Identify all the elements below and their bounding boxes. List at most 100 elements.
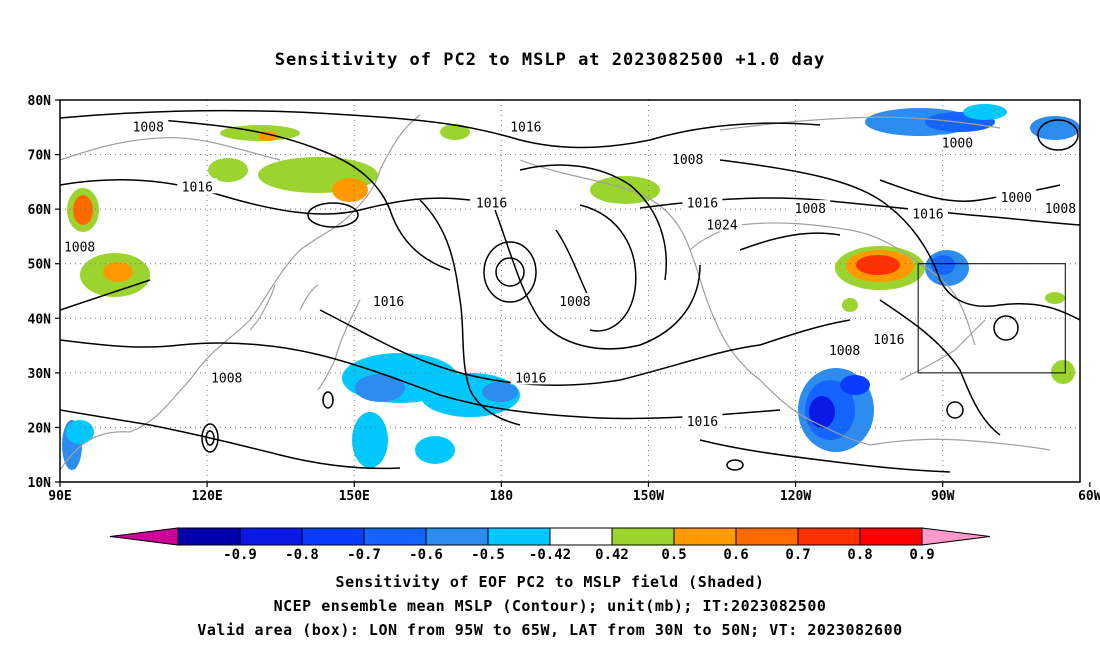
contour-label-bg	[59, 238, 100, 254]
lat-tick-label: 10N	[28, 476, 52, 491]
contour-label-text: 1016	[1099, 208, 1100, 223]
colorbar-segment	[611, 527, 675, 546]
lon-tick-label: 180	[490, 489, 514, 504]
contour-label-bg	[907, 205, 948, 221]
contour-label-bg	[996, 189, 1037, 205]
sensitivity-patch	[809, 396, 835, 428]
contour-label-bg	[554, 292, 595, 308]
contour-label: 1008	[59, 238, 100, 255]
contour-label: 1008	[824, 342, 865, 359]
mslp-contour	[159, 119, 451, 271]
colorbar-segment	[487, 527, 551, 546]
contour-label-bg	[824, 342, 865, 358]
mslp-contour	[879, 179, 1061, 203]
mslp-contour	[519, 164, 667, 281]
sensitivity-patch	[440, 124, 470, 140]
colorbar-high-triangle	[921, 527, 991, 546]
contour-label-bg	[177, 178, 218, 194]
contour-label: 1000	[937, 134, 978, 152]
sensitivity-patch	[355, 374, 405, 402]
contour-label-bg	[868, 331, 909, 347]
contour-label-bg	[1094, 205, 1100, 221]
contour-label: 1008	[790, 200, 831, 217]
contour-label-bg	[1040, 200, 1081, 216]
mslp-contour-cell	[322, 391, 334, 409]
mslp-contour	[719, 159, 1080, 321]
mslp-contour	[60, 339, 781, 420]
contour-label-text: 1016	[182, 180, 213, 195]
mslp-contour-cell	[205, 430, 215, 446]
lon-tick-label: 150E	[339, 489, 370, 504]
contour-labels: 1008 1016 1008 1000 1016 1016 1016 1008 1016 1000…	[59, 118, 1100, 430]
sensitivity-patch	[66, 420, 94, 444]
contour-label-text: 1008	[1045, 202, 1076, 217]
lat-tick-label: 30N	[28, 367, 52, 382]
sensitivity-patch	[415, 436, 455, 464]
mslp-contours	[60, 109, 1080, 473]
contour-label-text: 1008	[795, 202, 826, 217]
sensitivity-patch	[73, 195, 93, 225]
contour-label-bg	[667, 151, 708, 167]
contour-label: 1008	[667, 151, 708, 168]
contour-label-bg	[702, 216, 743, 232]
contour-label-text: 1008	[559, 295, 590, 310]
contour-label: 1008	[128, 118, 169, 135]
contour-label-bg	[937, 134, 978, 150]
mslp-contour	[739, 232, 841, 251]
mslp-contour	[319, 309, 761, 386]
colorbar-tick-label: 0.5	[661, 547, 686, 563]
colorbar-segment	[549, 527, 613, 546]
contour-label-bg	[206, 369, 247, 385]
lat-tick-label: 50N	[28, 258, 52, 273]
contour-label: 1016	[907, 205, 948, 223]
contour-label: 1000	[996, 189, 1037, 206]
contour-label: 1016	[682, 194, 723, 212]
sensitivity-patch	[1045, 292, 1065, 304]
sensitivity-patch	[103, 262, 133, 282]
contour-label-bg	[682, 412, 723, 428]
contour-label: 1016	[1094, 303, 1100, 321]
mslp-contour	[419, 199, 521, 426]
contour-label-bg	[505, 118, 546, 134]
contour-label-text: 1008	[829, 344, 860, 359]
lon-tick-label: 60W	[1078, 489, 1100, 504]
contour-label-text: 1000	[942, 137, 973, 152]
colorbar-tick-label: 0.6	[723, 547, 748, 563]
mslp-contour-cell	[993, 315, 1019, 341]
mslp-contour-cell	[946, 401, 964, 419]
coastline	[519, 159, 871, 446]
lon-tick-label: 90W	[931, 489, 955, 504]
valid-area-box	[917, 263, 1066, 374]
contour-label-bg	[368, 292, 409, 308]
colorbar-tick-label: -0.7	[347, 547, 381, 563]
caption-line-2: NCEP ensemble mean MSLP (Contour); unit(…	[273, 597, 827, 615]
lon-tick-label: 150W	[633, 489, 664, 504]
coastline	[689, 222, 976, 346]
colorbar-segment	[673, 527, 737, 546]
contour-label-text: 1008	[133, 120, 164, 135]
contour-label-text: 1016	[873, 333, 904, 348]
contour-label-text: 1008	[211, 371, 242, 386]
lon-tick-label: 120W	[780, 489, 811, 504]
lat-tick-label: 80N	[28, 94, 52, 109]
sensitivity-patch	[842, 298, 858, 312]
contour-label-bg	[471, 194, 512, 210]
colorbar-tick-label: 0.7	[785, 547, 810, 563]
coastline	[719, 116, 1001, 131]
mslp-contour	[759, 319, 851, 346]
contour-label: 1024	[702, 216, 743, 234]
colorbar-segment	[239, 527, 303, 546]
contour-label: 1016	[1094, 205, 1100, 223]
coastline	[899, 319, 986, 381]
contour-label: 1008	[1040, 200, 1081, 217]
lon-tick-label: 90E	[48, 489, 71, 504]
colorbar-segment	[301, 527, 365, 546]
lat-tick-label: 20N	[28, 421, 52, 436]
colorbar-tick-label: -0.8	[285, 547, 319, 563]
sensitivity-patch	[332, 178, 368, 202]
caption-line-1: Sensitivity of EOF PC2 to MSLP field (Sh…	[335, 573, 765, 591]
colorbar: -0.9 -0.8 -0.7 -0.6 -0.5 -0.42 0.42 0.5 0.6 0.7 0.…	[109, 527, 991, 563]
contour-label-text: 1000	[1001, 191, 1032, 206]
